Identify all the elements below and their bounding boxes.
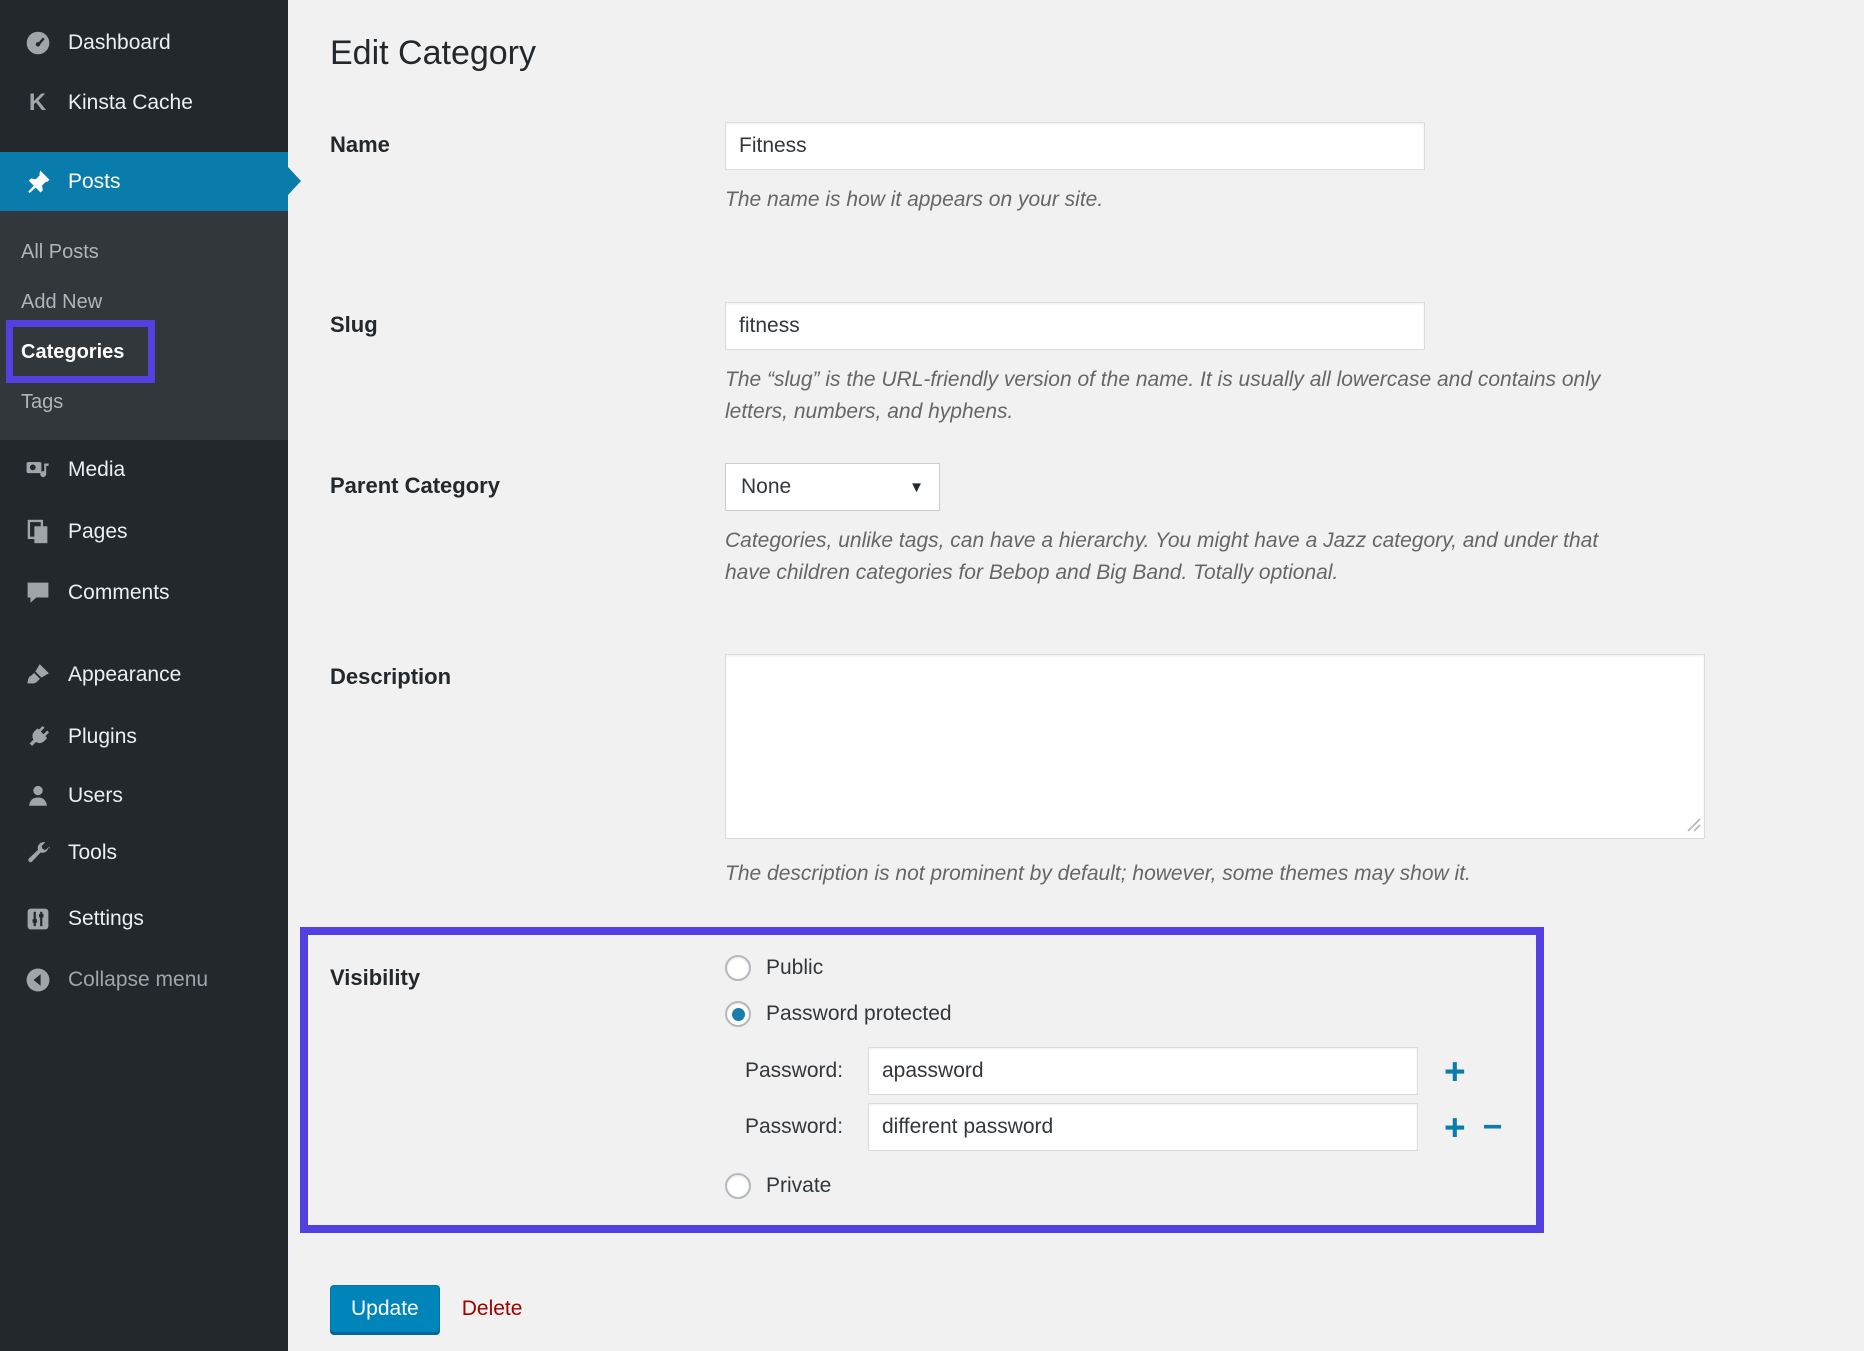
radio-button-checked[interactable] [725, 1001, 751, 1027]
sidebar-item-label: Settings [68, 907, 144, 930]
update-button[interactable]: Update [330, 1285, 440, 1333]
radio-option-private[interactable]: Private [725, 1167, 1516, 1205]
sidebar-item-categories[interactable]: Categories [21, 340, 125, 363]
sidebar-item-label: Appearance [68, 663, 182, 686]
sidebar-item-label: Users [68, 784, 123, 807]
parent-category-row: Parent Category None ▼ Categories, unlik… [330, 463, 1864, 589]
slug-label: Slug [330, 312, 378, 337]
sidebar-item-plugins[interactable]: Plugins [0, 711, 288, 763]
dropdown-arrow-icon: ▼ [909, 478, 924, 496]
sidebar-item-label: Posts [68, 169, 121, 193]
visibility-highlight-box: Visibility Public Password protected Pas… [300, 927, 1544, 1233]
parent-category-help-text: Categories, unlike tags, can have a hier… [725, 529, 1599, 584]
sidebar-item-kinsta-cache[interactable]: K Kinsta Cache [0, 77, 288, 129]
resize-handle-icon[interactable] [1685, 816, 1702, 838]
sliders-icon [24, 906, 51, 933]
password-label: Password: [745, 1115, 844, 1138]
description-label: Description [330, 664, 452, 689]
sidebar-item-users[interactable]: Users [0, 770, 288, 822]
name-label: Name [330, 132, 390, 157]
sidebar-item-label: Dashboard [68, 31, 171, 54]
sidebar-item-tools[interactable]: Tools [0, 827, 288, 879]
sidebar-item-settings[interactable]: Settings [0, 893, 288, 945]
description-help-text: The description is not prominent by defa… [725, 862, 1471, 885]
radio-button[interactable] [725, 955, 751, 981]
user-icon [24, 783, 51, 810]
posts-submenu: All Posts Add New Categories Tags [0, 211, 288, 440]
password-label: Password: [745, 1059, 844, 1082]
edit-category-form: Name The name is how it appears on your … [300, 122, 1864, 1333]
sidebar-item-media[interactable]: Media [0, 444, 288, 496]
password-input-2[interactable] [868, 1103, 1418, 1151]
name-input[interactable] [725, 122, 1425, 170]
password-row-2: Password: + − [725, 1103, 1516, 1151]
sidebar-item-label: Media [68, 458, 126, 481]
page-title: Edit Category [330, 34, 536, 72]
sidebar-item-dashboard[interactable]: Dashboard [0, 17, 288, 69]
form-actions: Update Delete [330, 1285, 1864, 1333]
password-row-1: Password: + [725, 1047, 1516, 1095]
sidebar-item-add-new[interactable]: Add New [21, 290, 103, 313]
slug-row: Slug The “slug” is the URL-friendly vers… [330, 302, 1864, 428]
sidebar-item-pages[interactable]: Pages [0, 506, 288, 558]
parent-category-select[interactable]: None ▼ [725, 463, 940, 511]
description-textarea[interactable] [725, 654, 1705, 839]
sidebar-item-label: Kinsta Cache [68, 91, 193, 114]
description-row: Description The description is not promi… [330, 654, 1864, 890]
collapse-menu-button[interactable]: Collapse menu [0, 954, 288, 1006]
delete-link[interactable]: Delete [461, 1297, 523, 1320]
slug-help-text: The “slug” is the URL-friendly version o… [725, 368, 1601, 423]
radio-button[interactable] [725, 1173, 751, 1199]
visibility-label: Visibility [330, 965, 421, 990]
radio-option-public[interactable]: Public [725, 949, 1516, 987]
comment-icon [24, 580, 51, 607]
add-password-button[interactable]: + [1444, 1106, 1466, 1148]
media-icon [24, 457, 51, 484]
plug-icon [24, 724, 51, 751]
sidebar-item-label: Comments [68, 581, 170, 604]
radio-option-password-protected[interactable]: Password protected [725, 995, 1516, 1033]
sidebar-item-all-posts[interactable]: All Posts [21, 240, 99, 263]
wrench-icon [24, 840, 51, 867]
brush-icon [24, 662, 51, 689]
sidebar-item-label: Plugins [68, 725, 137, 748]
remove-password-button[interactable]: − [1482, 1108, 1503, 1146]
main-content: Edit Category Name The name is how it ap… [288, 0, 1864, 1351]
pages-icon [24, 519, 51, 546]
sidebar-item-comments[interactable]: Comments [0, 567, 288, 619]
slug-input[interactable] [725, 302, 1425, 350]
parent-category-label: Parent Category [330, 473, 500, 498]
add-password-button[interactable]: + [1444, 1050, 1466, 1092]
dashboard-icon [24, 30, 51, 57]
admin-sidebar: Dashboard K Kinsta Cache Posts All Posts… [0, 0, 288, 1351]
pin-icon [24, 168, 51, 195]
collapse-icon [24, 967, 51, 994]
sidebar-item-label: Collapse menu [68, 968, 209, 991]
name-help-text: The name is how it appears on your site. [725, 188, 1104, 211]
name-row: Name The name is how it appears on your … [330, 122, 1864, 216]
selected-option: None [741, 475, 792, 498]
password-input-1[interactable] [868, 1047, 1418, 1095]
kinsta-icon: K [28, 89, 47, 116]
active-menu-arrow [288, 167, 301, 195]
sidebar-item-tags[interactable]: Tags [21, 390, 64, 413]
sidebar-item-appearance[interactable]: Appearance [0, 649, 288, 701]
sidebar-item-posts[interactable]: Posts [0, 152, 288, 211]
sidebar-item-label: Pages [68, 520, 128, 543]
sidebar-item-label: Tools [68, 841, 118, 864]
